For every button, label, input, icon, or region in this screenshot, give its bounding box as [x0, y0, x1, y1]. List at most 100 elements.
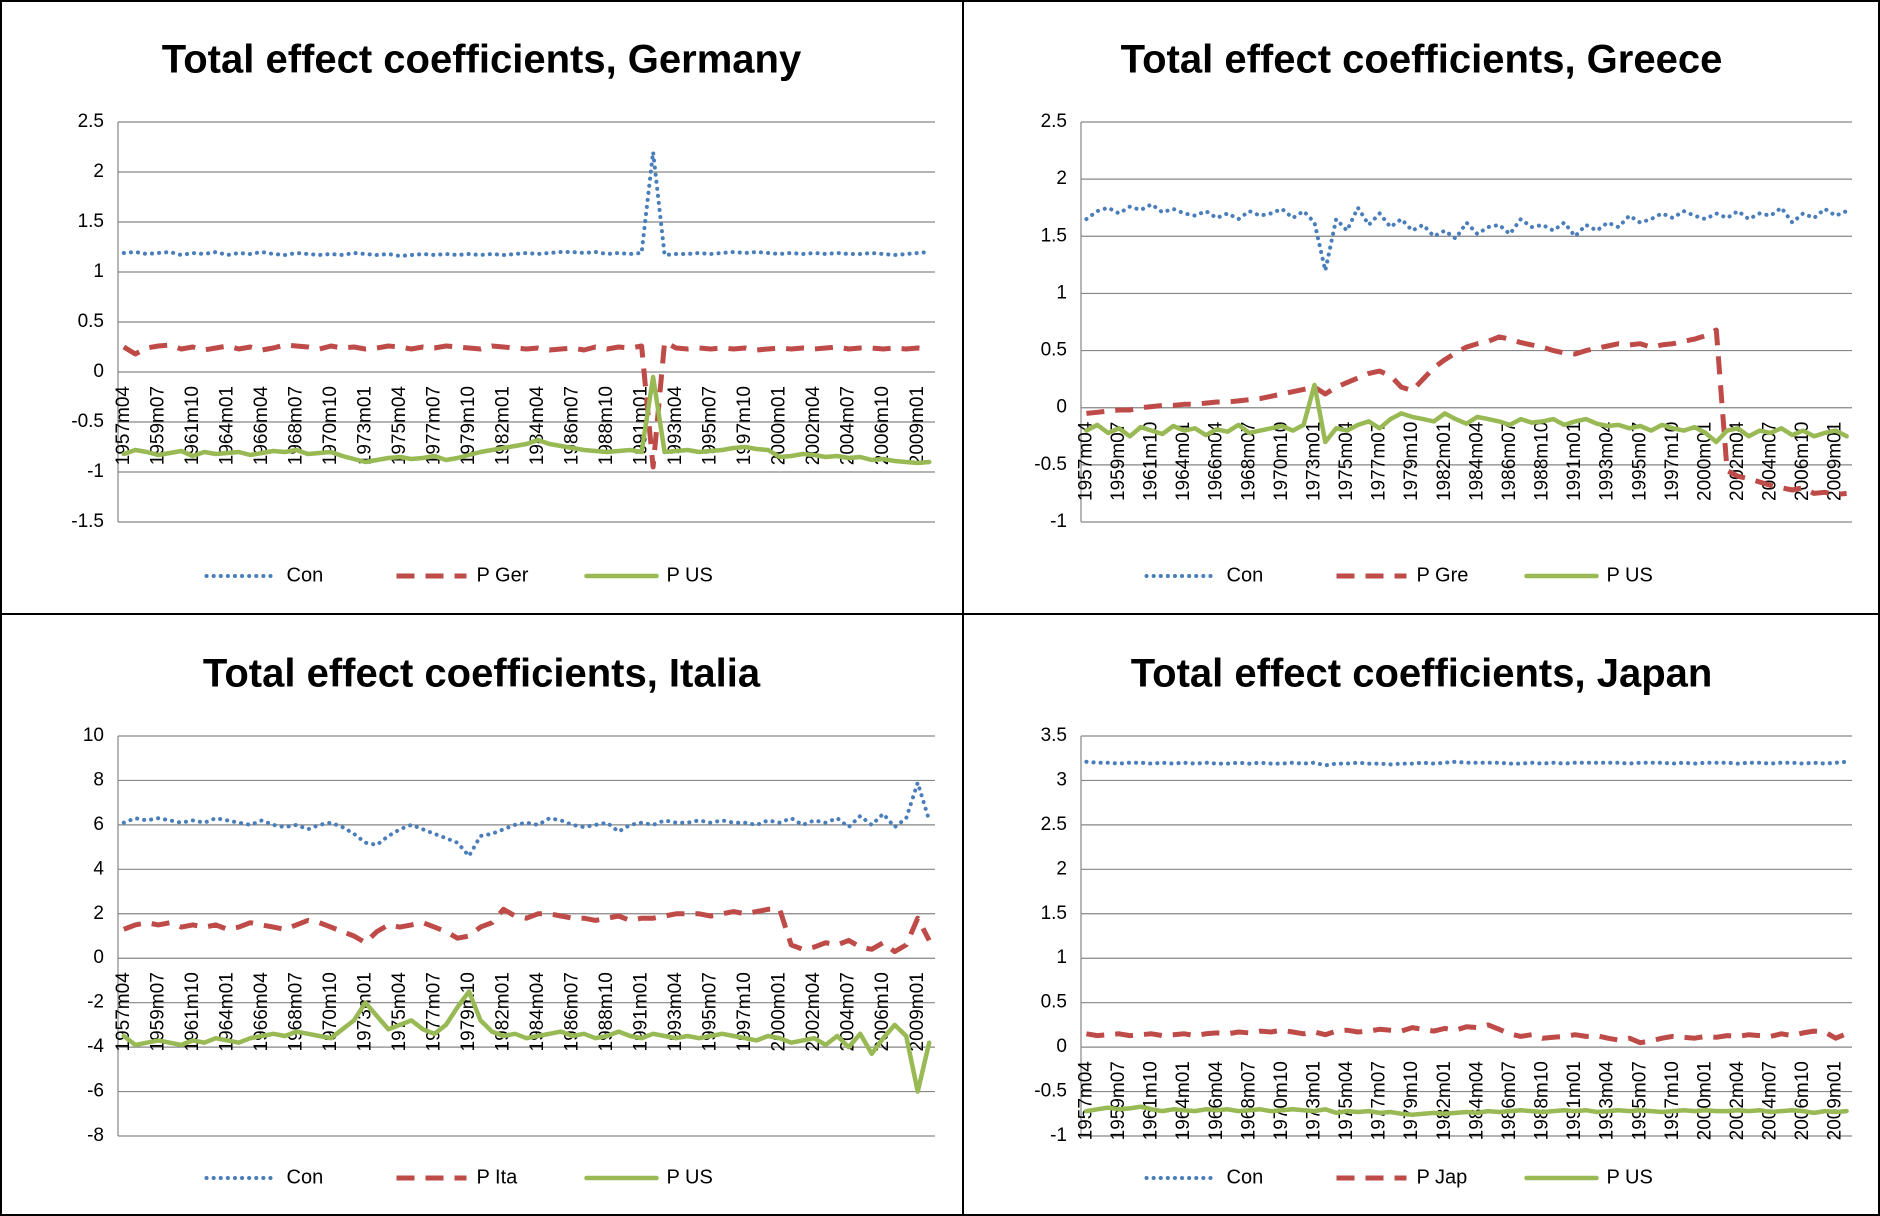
- x-tick-label: 1966m04: [1206, 1061, 1227, 1141]
- chart-title: Total effect coefficients, Greece: [1121, 38, 1723, 82]
- x-tick-label: 1982m01: [493, 972, 514, 1051]
- legend-label: P Gre: [1417, 564, 1469, 586]
- x-tick-label: 2000m01: [1694, 1061, 1715, 1140]
- y-tick-label: 6: [93, 814, 104, 835]
- y-tick-label: 0.5: [1041, 992, 1067, 1013]
- x-tick-label: 1968m07: [1238, 422, 1259, 501]
- x-tick-label: 2004m07: [838, 386, 859, 465]
- x-tick-label: 2009m01: [907, 972, 928, 1051]
- x-tick-label: 1973m01: [1303, 1061, 1324, 1140]
- x-tick-label: 1995m07: [1629, 1061, 1650, 1140]
- y-tick-label: 1.5: [78, 211, 104, 232]
- x-tick-label: 1995m07: [700, 972, 721, 1051]
- x-tick-label: 1961m10: [182, 972, 203, 1051]
- x-tick-label: 1977m07: [423, 972, 444, 1051]
- x-tick-label: 2006m10: [872, 386, 893, 465]
- x-tick-label: 1988m10: [596, 386, 617, 465]
- x-tick-label: 1957m04: [1075, 421, 1096, 501]
- x-tick-label: 1973m01: [1303, 422, 1324, 501]
- x-tick-label: 1995m07: [1629, 422, 1650, 501]
- x-tick-label: 1995m07: [700, 386, 721, 465]
- x-tick-label: 1957m04: [1075, 1061, 1096, 1141]
- x-tick-label: 1961m10: [182, 386, 203, 465]
- chart-panel: Total effect coefficients, Greece -1 -0.5 0…: [1034, 38, 1852, 586]
- legend-label: Con: [1227, 1166, 1264, 1188]
- x-tick-label: 1964m01: [216, 972, 237, 1051]
- y-tick-label: -1.5: [71, 511, 104, 532]
- series-line: [121, 150, 932, 258]
- y-tick-label: 2: [1056, 168, 1067, 189]
- x-tick-label: 1968m07: [1238, 1061, 1259, 1140]
- x-tick-label: 1966m04: [1206, 421, 1227, 501]
- y-tick-label: 3: [1056, 769, 1067, 790]
- chart-title: Total effect coefficients, Japan: [1131, 652, 1713, 696]
- y-tick-label: 0: [1056, 1036, 1067, 1057]
- x-tick-label: 1964m01: [1173, 1061, 1194, 1140]
- x-tick-label: 2009m01: [1825, 422, 1846, 501]
- x-tick-label: 1991m01: [631, 972, 652, 1051]
- x-tick-label: 1959m07: [1108, 422, 1129, 501]
- x-tick-label: 1975m04: [389, 972, 410, 1052]
- y-tick-label: -0.5: [71, 411, 104, 432]
- series-line: [121, 780, 932, 858]
- series-line: [1086, 327, 1847, 498]
- y-tick-label: 2.5: [1041, 111, 1067, 132]
- legend-label: Con: [1227, 564, 1264, 586]
- legend-label: P US: [1607, 1166, 1653, 1188]
- x-tick-label: 1984m04: [527, 386, 548, 466]
- x-tick-label: 1975m04: [1336, 421, 1357, 501]
- y-tick-label: 2.5: [78, 111, 104, 132]
- y-tick-label: 2: [1056, 858, 1067, 879]
- x-tick-label: 1973m01: [354, 386, 375, 465]
- legend-label: P US: [1607, 564, 1653, 586]
- x-tick-label: 1984m04: [1466, 421, 1487, 501]
- y-tick-label: 10: [83, 725, 104, 746]
- x-tick-label: 2004m07: [838, 972, 859, 1051]
- chart-title: Total effect coefficients, Italia: [203, 652, 761, 696]
- x-tick-label: 1997m10: [1662, 422, 1683, 501]
- chart-panel: Total effect coefficients, Italia -8 -6 -4 -…: [83, 652, 935, 1188]
- x-tick-label: 1986m07: [1499, 422, 1520, 501]
- series-line: [1084, 1104, 1849, 1117]
- x-tick-label: 1993m04: [1597, 421, 1618, 501]
- x-tick-label: 1984m04: [527, 972, 548, 1052]
- x-tick-label: 1979m10: [1401, 1061, 1422, 1140]
- x-tick-label: 1997m10: [734, 972, 755, 1051]
- y-tick-label: -1: [1050, 1125, 1067, 1146]
- x-tick-label: 1979m10: [458, 972, 479, 1051]
- y-tick-label: 2.5: [1041, 814, 1067, 835]
- x-tick-label: 1973m01: [354, 972, 375, 1051]
- y-tick-label: 0.5: [78, 311, 104, 332]
- x-tick-label: 1982m01: [493, 386, 514, 465]
- series-line: [121, 374, 932, 466]
- x-tick-label: 1979m10: [1401, 422, 1422, 501]
- x-tick-label: 2006m10: [1792, 1061, 1813, 1140]
- series-line: [122, 339, 930, 470]
- x-tick-label: 1970m10: [1271, 422, 1292, 501]
- x-tick-label: 1961m10: [1141, 1061, 1162, 1140]
- y-tick-label: 1: [1056, 282, 1067, 303]
- y-tick-label: 3.5: [1041, 725, 1067, 746]
- x-tick-label: 1986m07: [562, 386, 583, 465]
- y-tick-label: 2: [93, 161, 104, 182]
- x-tick-label: 1957m04: [113, 386, 134, 466]
- y-tick-label: 4: [93, 858, 104, 879]
- x-tick-label: 1988m10: [1532, 1061, 1553, 1140]
- legend-label: Con: [287, 564, 324, 586]
- x-tick-label: 1977m07: [1369, 422, 1390, 501]
- legend-label: P US: [667, 564, 713, 586]
- y-tick-label: 1: [1056, 947, 1067, 968]
- x-tick-label: 1993m04: [1597, 1061, 1618, 1141]
- x-tick-label: 1993m04: [665, 386, 686, 466]
- y-tick-label: 1: [93, 261, 104, 282]
- x-tick-label: 2002m04: [1727, 1061, 1748, 1141]
- x-tick-label: 2000m01: [769, 386, 790, 465]
- series-line: [122, 906, 932, 955]
- x-tick-label: 2002m04: [1727, 421, 1748, 501]
- x-tick-label: 1977m07: [423, 386, 444, 465]
- y-tick-label: 0: [1056, 397, 1067, 418]
- series-line: [1085, 1022, 1848, 1046]
- y-tick-label: 8: [93, 769, 104, 790]
